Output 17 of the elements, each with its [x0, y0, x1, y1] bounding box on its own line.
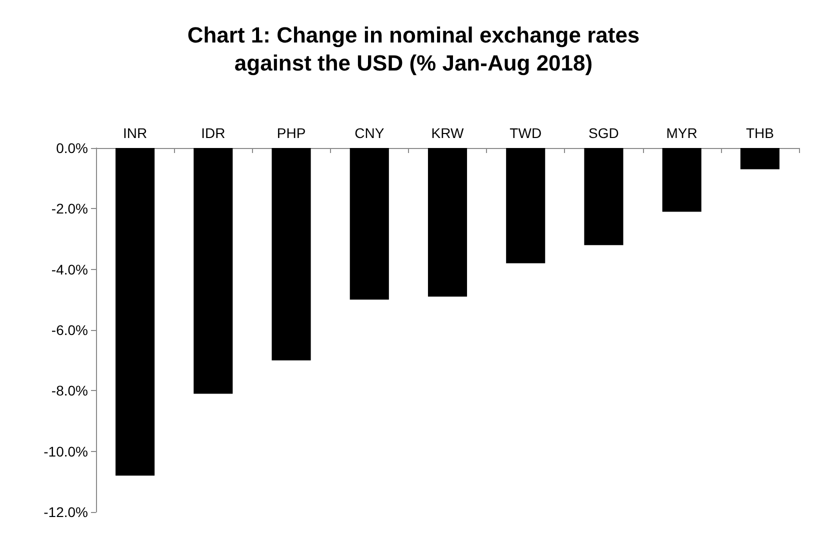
chart-title: Chart 1: Change in nominal exchange rates against the USD (% Jan-Aug 2018)	[187, 22, 640, 76]
y-tick-label: -8.0%	[51, 382, 88, 399]
y-tick-label: 0.0%	[56, 140, 88, 156]
x-tick-label: INR	[122, 125, 148, 141]
y-tick-label: -6.0%	[51, 322, 88, 338]
x-tick-label: TWD	[510, 125, 542, 141]
x-tick-label: KRW	[431, 125, 464, 141]
x-tick-label: PHP	[276, 125, 306, 141]
y-tick-label: -4.0%	[51, 261, 88, 278]
x-tick-label: IDR	[201, 125, 226, 141]
x-tick-label: SGD	[588, 125, 619, 141]
y-tick-label: -10.0%	[44, 443, 88, 460]
x-tick-label: CNY	[354, 125, 385, 141]
x-tick-label: MYR	[666, 125, 698, 141]
x-tick-label: THB	[746, 125, 774, 141]
y-tick-label: -12.0%	[44, 504, 88, 520]
y-tick-label: -2.0%	[51, 200, 88, 217]
